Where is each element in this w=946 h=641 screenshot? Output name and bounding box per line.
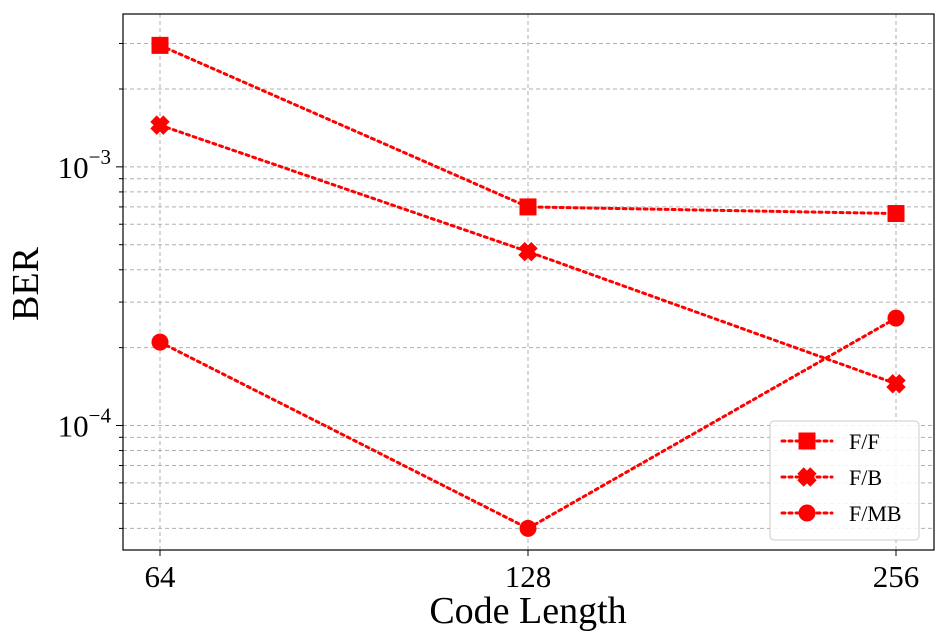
- data-point-f-mb: [519, 519, 537, 537]
- data-point-f-b: [886, 374, 906, 394]
- data-point-f-b: [150, 115, 170, 135]
- data-point-f-f: [519, 198, 537, 216]
- data-point-f-f: [887, 205, 905, 223]
- y-tick-label: 10−4: [58, 403, 112, 443]
- legend-marker-f-mb: [798, 504, 816, 522]
- x-axis-title: Code Length: [429, 590, 626, 632]
- legend-marker-f-f: [798, 432, 816, 450]
- x-tick-label: 256: [873, 559, 920, 594]
- data-point-f-b: [518, 241, 538, 262]
- y-axis-ticks: 10−3 10−4: [58, 42, 123, 529]
- data-point-f-f: [151, 36, 169, 54]
- legend-label-f-b: F/B: [849, 465, 882, 490]
- x-tick-label: 128: [505, 559, 552, 594]
- x-axis-ticks: 64 128 256: [145, 550, 920, 594]
- legend-label-f-mb: F/MB: [849, 501, 902, 526]
- legend: F/F F/B F/MB: [769, 420, 920, 541]
- x-tick-label: 64: [145, 559, 177, 594]
- legend-marker-f-b: [797, 467, 817, 487]
- series-markers: [150, 36, 906, 537]
- data-point-f-mb: [151, 333, 169, 351]
- legend-label-f-f: F/F: [849, 429, 880, 454]
- y-axis-title: BER: [5, 246, 47, 321]
- data-point-f-mb: [887, 309, 905, 327]
- y-tick-label: 10−3: [58, 145, 111, 185]
